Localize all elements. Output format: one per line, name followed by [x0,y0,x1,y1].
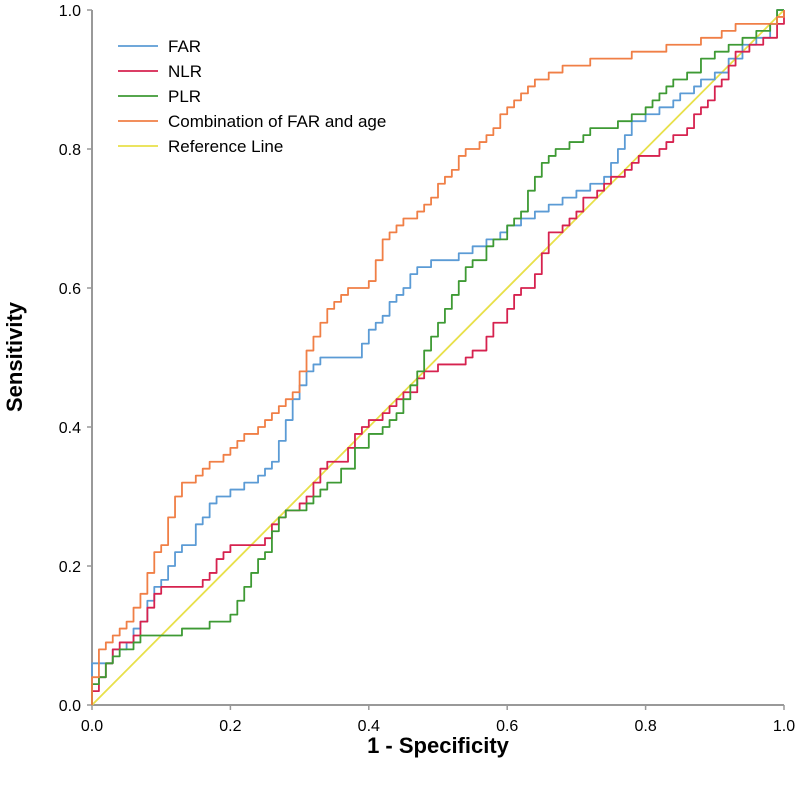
legend: FAR NLR PLR Combination of FAR and age Refer… [118,37,386,156]
y-tick-label: 0.2 [59,559,81,576]
x-tick-label: 0.4 [358,718,380,735]
series-line-far [91,9,784,705]
x-tick-label: 0.0 [81,718,103,735]
series-line-nlr [91,10,785,705]
legend-label-combination-of-far-and-age: Combination of FAR and age [168,112,386,131]
ticks: 0.0 0.2 0.4 0.6 0.8 1.0 0.0 0.2 0.4 0.6 0.8 1.0 [59,3,795,735]
x-tick-label: 1.0 [773,718,795,735]
legend-label-plr: PLR [168,87,201,106]
legend-label-far: FAR [168,37,201,56]
legend-label-nlr: NLR [168,62,202,81]
y-tick-label: 0.0 [59,698,81,715]
y-tick-label: 1.0 [59,3,81,20]
y-axis-title: Sensitivity [2,301,27,412]
series-line-combination-of-far-and-age [91,10,785,705]
x-axis-title: 1 - Specificity [367,733,510,758]
series-line-reference-line [91,9,785,706]
x-tick-label: 0.2 [219,718,241,735]
series-line-plr [91,9,784,705]
y-tick-label: 0.6 [59,281,81,298]
series [91,9,785,706]
y-tick-label: 0.4 [59,420,81,437]
x-tick-label: 0.6 [496,718,518,735]
x-tick-label: 0.8 [634,718,656,735]
axes [91,10,784,706]
y-tick-label: 0.8 [59,142,81,159]
legend-label-reference-line: Reference Line [168,137,283,156]
